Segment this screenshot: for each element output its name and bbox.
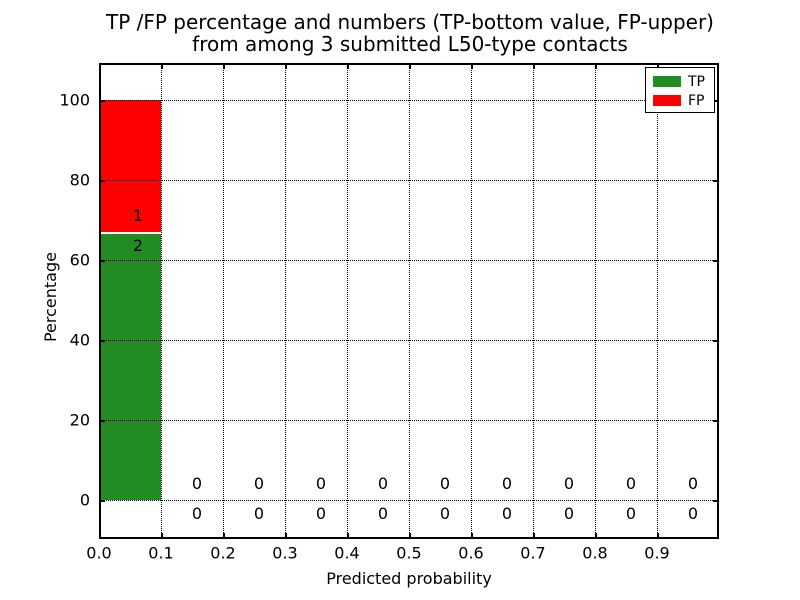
x-tick-label: 0.4: [334, 543, 360, 563]
x-tick-mark: [285, 533, 287, 539]
fp-count-label: 0: [315, 474, 327, 493]
tp-count-label: 0: [377, 504, 389, 523]
x-tick-mark: [161, 63, 163, 69]
fp-bar-segment: [99, 100, 161, 232]
x-tick-label: 0.2: [210, 543, 236, 563]
y-tick-mark: [99, 100, 105, 102]
x-tick-mark: [657, 63, 659, 69]
y-tick-label: 80: [69, 170, 90, 190]
fp-count-label: 0: [253, 474, 265, 493]
tp-count-label: 0: [253, 504, 265, 523]
x-tick-mark: [533, 63, 535, 69]
gridline-vertical: [657, 63, 658, 539]
axis-left: [99, 63, 101, 539]
y-tick-label: 60: [69, 250, 90, 270]
x-tick-mark: [471, 63, 473, 69]
tp-legend-label: TP: [688, 73, 705, 90]
y-tick-mark: [713, 180, 719, 182]
tp-count-label: 0: [687, 504, 699, 523]
axis-right: [717, 63, 719, 539]
gridline-vertical: [223, 63, 224, 539]
gridline-horizontal: [99, 260, 719, 261]
y-tick-mark: [713, 260, 719, 262]
y-tick-mark: [99, 180, 105, 182]
legend-row-fp: FP: [646, 92, 714, 109]
x-tick-mark: [595, 63, 597, 69]
tp-count-label: 2: [132, 236, 144, 255]
gridline-horizontal: [99, 180, 719, 181]
y-tick-label: 20: [69, 410, 90, 430]
y-tick-mark: [99, 340, 105, 342]
gridline-vertical: [533, 63, 534, 539]
legend-row-tp: TP: [646, 73, 714, 90]
tp-bar-segment: [99, 233, 161, 500]
fp-legend-swatch: [653, 95, 681, 106]
x-tick-label: 0.8: [582, 543, 608, 563]
y-tick-mark: [99, 260, 105, 262]
x-tick-mark: [347, 533, 349, 539]
fp-count-label: 0: [501, 474, 513, 493]
tp-count-label: 0: [439, 504, 451, 523]
tp-count-label: 0: [191, 504, 203, 523]
x-tick-mark: [409, 63, 411, 69]
x-tick-mark: [347, 63, 349, 69]
fp-count-label: 0: [191, 474, 203, 493]
x-tick-label: 0.9: [644, 543, 670, 563]
y-tick-label: 100: [59, 90, 90, 110]
tp-legend-swatch: [653, 76, 681, 87]
y-tick-label: 40: [69, 330, 90, 350]
x-tick-label: 0.0: [86, 543, 112, 563]
tp-count-label: 0: [501, 504, 513, 523]
x-tick-mark: [595, 533, 597, 539]
gridline-vertical: [161, 63, 162, 539]
y-tick-mark: [713, 500, 719, 502]
plot-area: 1 2 0 0 0 0 0 0 0 0 0 0 0 0 0 0 0 0 0 0: [99, 63, 719, 539]
tp-count-label: 0: [625, 504, 637, 523]
gridline-vertical: [285, 63, 286, 539]
x-tick-mark: [533, 533, 535, 539]
y-tick-mark: [99, 420, 105, 422]
gridline-vertical: [471, 63, 472, 539]
y-axis-label: Percentage: [41, 252, 60, 343]
fp-count-label: 0: [625, 474, 637, 493]
chart-title-line2: from among 3 submitted L50-type contacts: [192, 32, 628, 56]
x-tick-mark: [471, 533, 473, 539]
fp-count-label: 0: [687, 474, 699, 493]
y-tick-mark: [99, 500, 105, 502]
y-tick-label: 0: [79, 490, 90, 510]
x-tick-mark: [285, 63, 287, 69]
gridline-horizontal: [99, 500, 719, 501]
tp-count-label: 0: [563, 504, 575, 523]
gridline-vertical: [347, 63, 348, 539]
fp-count-label: 1: [132, 206, 144, 225]
gridline-horizontal: [99, 420, 719, 421]
gridline-vertical: [409, 63, 410, 539]
x-tick-label: 0.5: [396, 543, 422, 563]
fp-count-label: 0: [563, 474, 575, 493]
fp-count-label: 0: [439, 474, 451, 493]
chart-title: TP /FP percentage and numbers (TP-bottom…: [90, 11, 730, 55]
x-axis-label: Predicted probability: [326, 569, 492, 588]
tp-count-label: 0: [315, 504, 327, 523]
gridline-vertical: [595, 63, 596, 539]
x-tick-mark: [223, 63, 225, 69]
x-tick-mark: [409, 533, 411, 539]
gridline-horizontal: [99, 340, 719, 341]
legend: TP FP: [645, 67, 715, 113]
y-tick-mark: [713, 100, 719, 102]
x-tick-label: 0.6: [458, 543, 484, 563]
x-tick-mark: [223, 533, 225, 539]
fp-count-label: 0: [377, 474, 389, 493]
fp-legend-label: FP: [688, 92, 705, 109]
x-tick-mark: [657, 533, 659, 539]
x-tick-label: 0.7: [520, 543, 546, 563]
y-tick-mark: [713, 340, 719, 342]
x-tick-mark: [161, 533, 163, 539]
chart-title-line1: TP /FP percentage and numbers (TP-bottom…: [106, 10, 714, 34]
y-tick-mark: [713, 420, 719, 422]
x-tick-label: 0.1: [148, 543, 174, 563]
gridline-horizontal: [99, 100, 719, 101]
x-tick-label: 0.3: [272, 543, 298, 563]
